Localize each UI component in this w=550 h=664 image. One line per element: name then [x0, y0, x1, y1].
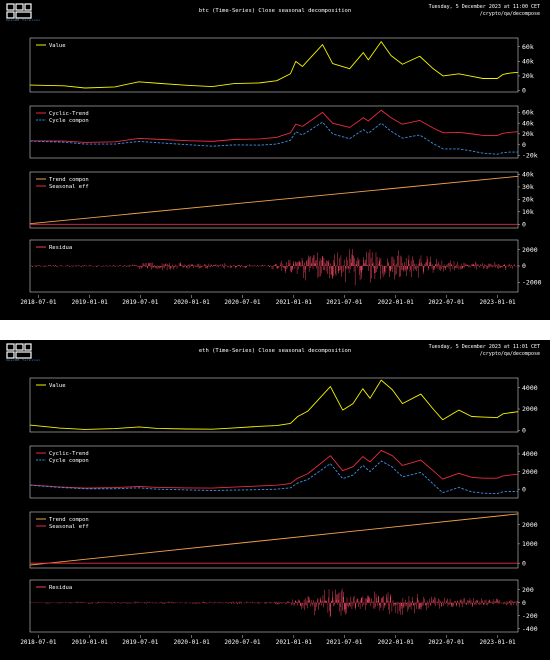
legend-label: Trend compon	[49, 517, 89, 523]
subplot-frame	[29, 105, 519, 159]
chart-title: eth (Time-Series) Close seasonal decompo…	[198, 348, 352, 354]
subplot-frame	[29, 37, 519, 93]
series-line	[29, 460, 518, 495]
series-line	[29, 449, 519, 489]
y-tick-label: 0	[522, 87, 526, 95]
legend-label: Cyclic-Trend	[49, 451, 89, 457]
y-tick-label: 20k	[522, 72, 534, 80]
x-tick-label: 2021-01-01	[276, 299, 313, 306]
series-line	[29, 175, 519, 225]
y-tick-label: 40k	[522, 119, 534, 127]
logo-text: OpenBB Terminal	[6, 358, 41, 362]
x-tick-label: 2022-01-01	[378, 639, 415, 646]
subplot-frame	[29, 579, 519, 633]
x-tick-label: 2020-07-01	[224, 299, 261, 306]
legend-label: Cyclic-Trend	[49, 111, 89, 117]
y-tick-label: 1000	[522, 540, 538, 548]
y-tick-label: 2000	[522, 521, 538, 529]
eth-decomposition-panel: OpenBB Terminal eth (Time-Series) Close …	[0, 340, 550, 660]
legend-label: Cycle compon	[49, 118, 89, 124]
x-tick-label: 2021-07-01	[326, 299, 363, 306]
y-tick-label: 0	[522, 427, 526, 435]
series-line	[29, 109, 519, 143]
y-tick-label: 200	[522, 586, 534, 594]
logo-text: OpenBB Terminal	[6, 18, 41, 22]
residual-series	[29, 249, 518, 286]
legend-label: Trend compon	[49, 177, 89, 183]
y-tick-label: 20k	[522, 196, 534, 204]
subplot-frame	[29, 445, 519, 499]
series-line	[29, 121, 518, 155]
btc-decomposition-chart: 60k 40k 20k 0 Value 60k 40k 20k 0 -20k Cyclic-Tren…	[20, 37, 542, 306]
y-tick-label: 10k	[522, 208, 534, 216]
x-tick-label: 2022-01-01	[378, 299, 415, 306]
subplot-frame	[29, 171, 519, 229]
series-line	[29, 513, 519, 566]
y-tick-label: 40k	[522, 58, 534, 66]
y-tick-label: 2000	[522, 246, 538, 254]
openbb-logo-icon	[6, 3, 32, 19]
chart-datetime: Tuesday, 5 December 2023 at 11:00 CET	[428, 4, 540, 10]
y-tick-label: 20k	[522, 130, 534, 138]
y-tick-label: -20k	[522, 152, 538, 160]
x-tick-label: 2022-07-01	[428, 639, 465, 646]
x-tick-label: 2023-01-01	[480, 639, 517, 646]
y-tick-label: 0	[522, 262, 526, 270]
y-tick-label: 0	[522, 485, 526, 493]
y-tick-label: 0	[522, 559, 526, 567]
legend-label: Seasonal eff	[49, 524, 89, 530]
y-tick-label: 40k	[522, 171, 534, 179]
y-tick-label: -2000	[522, 278, 542, 286]
series-line	[29, 379, 519, 430]
legend-label: Seasonal eff	[49, 184, 89, 190]
subplot-frame	[29, 377, 519, 433]
x-tick-label: 2021-01-01	[276, 639, 313, 646]
x-tick-label: 2018-07-01	[20, 299, 57, 306]
legend-label: Value	[49, 43, 66, 49]
panel-header: OpenBB Terminal btc (Time-Series) Close …	[0, 0, 550, 22]
legend-label: Residua	[49, 585, 72, 591]
x-tick-label: 2023-01-01	[480, 299, 517, 306]
x-tick-label: 2020-01-01	[174, 639, 211, 646]
residual-series	[29, 588, 518, 618]
legend-label: Residua	[49, 245, 72, 251]
btc-decomposition-panel: OpenBB Terminal btc (Time-Series) Close …	[0, 0, 550, 320]
x-tick-label: 2021-07-01	[326, 639, 363, 646]
y-tick-label: 60k	[522, 43, 534, 51]
x-tick-label: 2020-07-01	[224, 639, 261, 646]
x-tick-label: 2019-07-01	[122, 639, 159, 646]
y-tick-label: 0	[522, 220, 526, 228]
x-tick-label: 2019-01-01	[72, 299, 109, 306]
y-tick-label: -400	[522, 625, 538, 633]
y-tick-label: 0	[522, 141, 526, 149]
command-path: /crypto/qa/decompose	[479, 351, 540, 357]
series-line	[29, 41, 519, 89]
y-tick-label: -200	[522, 612, 538, 620]
x-tick-label: 2019-07-01	[122, 299, 159, 306]
x-tick-label: 2018-07-01	[20, 639, 57, 646]
subplot-frame	[29, 511, 519, 569]
y-tick-label: 30k	[522, 183, 534, 191]
x-tick-label: 2019-01-01	[72, 639, 109, 646]
y-tick-label: 60k	[522, 109, 534, 117]
panel-header: OpenBB Terminal eth (Time-Series) Close …	[0, 340, 550, 362]
command-path: /crypto/qa/decompose	[479, 11, 540, 17]
legend-label: Value	[49, 383, 66, 389]
y-tick-label: 0	[522, 599, 526, 607]
chart-title: btc (Time-Series) Close seasonal decompo…	[198, 8, 352, 14]
y-tick-label: 4000	[522, 450, 538, 458]
y-tick-label: 4000	[522, 384, 538, 392]
legend-label: Cycle compon	[49, 458, 89, 464]
x-tick-label: 2022-07-01	[428, 299, 465, 306]
x-tick-label: 2020-01-01	[174, 299, 211, 306]
eth-decomposition-chart: 400020000Value400020000Cyclic-TrendCycle…	[20, 377, 538, 646]
openbb-logo-icon	[6, 343, 32, 359]
y-tick-label: 2000	[522, 405, 538, 413]
chart-datetime: Tuesday, 5 December 2023 at 11:01 CET	[428, 344, 540, 350]
y-tick-label: 2000	[522, 468, 538, 476]
